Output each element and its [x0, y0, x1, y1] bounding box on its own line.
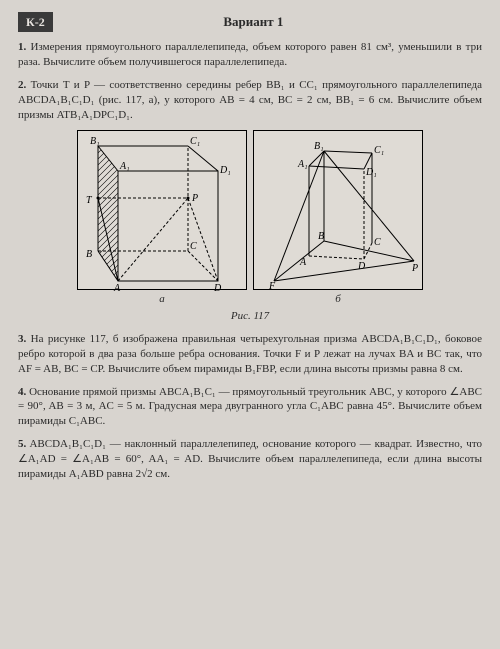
- problem-num: 5.: [18, 438, 26, 450]
- svg-text:D₁: D₁: [365, 167, 377, 178]
- svg-text:A₁: A₁: [119, 161, 130, 172]
- problem-text: Измерения прямоугольного параллелепипеда…: [18, 41, 482, 68]
- figure-b: F P A B C D A₁ B₁ C₁ D₁: [253, 130, 423, 290]
- svg-text:P: P: [411, 263, 418, 274]
- prism-svg: F P A B C D A₁ B₁ C₁ D₁: [254, 131, 424, 291]
- svg-text:B₁: B₁: [90, 136, 100, 147]
- figure-a-label: а: [77, 292, 247, 307]
- problem-num: 2.: [18, 79, 26, 91]
- problem-text: Точки T и P — соответственно середины ре…: [18, 79, 482, 121]
- figure-a: A D B C A₁ D₁ B₁ C₁ T P: [77, 130, 247, 290]
- problem-num: 4.: [18, 386, 26, 398]
- svg-text:B₁: B₁: [314, 141, 324, 152]
- problem-5: 5. ABCDA₁B₁C₁D₁ — наклонный параллелепип…: [18, 437, 482, 482]
- problem-text: ABCDA₁B₁C₁D₁ — наклонный параллелепипед,…: [18, 438, 482, 480]
- svg-text:F: F: [268, 281, 276, 291]
- badge: К-2: [18, 12, 53, 32]
- svg-text:C₁: C₁: [374, 145, 384, 156]
- problem-num: 1.: [18, 41, 26, 53]
- problem-3: 3. На рисунке 117, б изображена правильн…: [18, 332, 482, 377]
- svg-text:C: C: [374, 237, 381, 248]
- svg-text:A₁: A₁: [297, 159, 308, 170]
- svg-text:B: B: [318, 231, 324, 242]
- svg-text:C₁: C₁: [190, 136, 200, 147]
- problem-num: 3.: [18, 333, 26, 345]
- cube-svg: A D B C A₁ D₁ B₁ C₁ T P: [78, 131, 248, 291]
- figure-a-wrap: A D B C A₁ D₁ B₁ C₁ T P а: [77, 130, 247, 307]
- problem-4: 4. Основание прямой призмы ABCA₁B₁C₁ — п…: [18, 385, 482, 430]
- figure-b-label: б: [253, 292, 423, 307]
- svg-text:A: A: [299, 257, 307, 268]
- svg-text:C: C: [190, 241, 197, 252]
- problem-2: 2. Точки T и P — соответственно середины…: [18, 78, 482, 123]
- svg-text:D: D: [213, 283, 222, 291]
- svg-text:P: P: [191, 193, 198, 204]
- figure-caption: Рис. 117: [18, 309, 482, 324]
- svg-text:D: D: [357, 261, 366, 272]
- variant-title: Вариант 1: [65, 13, 442, 31]
- figure-b-wrap: F P A B C D A₁ B₁ C₁ D₁ б: [253, 130, 423, 307]
- problem-text: На рисунке 117, б изображена правильная …: [18, 333, 482, 375]
- header: К-2 Вариант 1: [18, 12, 482, 32]
- svg-text:B: B: [86, 249, 92, 260]
- svg-text:T: T: [86, 195, 93, 206]
- svg-text:A: A: [113, 283, 121, 291]
- figure-row: A D B C A₁ D₁ B₁ C₁ T P а: [18, 130, 482, 307]
- svg-text:D₁: D₁: [219, 165, 231, 176]
- problem-1: 1. Измерения прямоугольного параллелепип…: [18, 40, 482, 70]
- problem-text: Основание прямой призмы ABCA₁B₁C₁ — прям…: [18, 386, 482, 428]
